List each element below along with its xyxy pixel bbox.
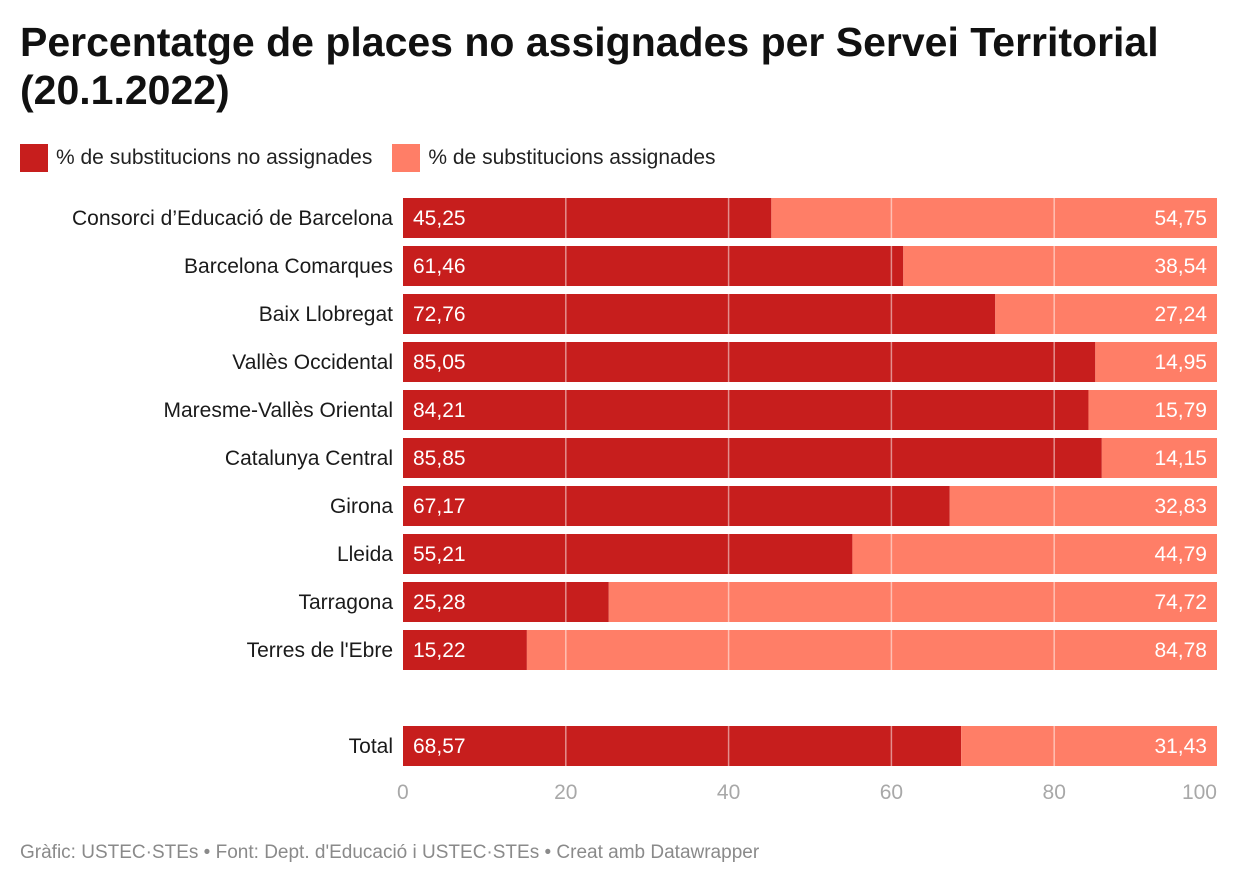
x-tick-label: 80	[1043, 781, 1066, 804]
bar-lleida-no-assignades	[403, 534, 853, 574]
bar-lleida-assignades	[852, 534, 1217, 574]
bar-total-assignades	[961, 726, 1217, 766]
stacked-bar-chart: Consorci d’Educació de Barcelona Barcelon…	[72, 198, 1217, 804]
category-label: Baix Llobregat	[259, 303, 393, 326]
data-label-no-assignades: 85,05	[413, 351, 466, 374]
bar-baix-llobregat-no-assignades	[403, 294, 996, 334]
data-label-assignades: 14,95	[1154, 351, 1207, 374]
data-label-assignades: 32,83	[1154, 495, 1207, 518]
data-label-no-assignades: 85,85	[413, 447, 466, 470]
x-tick-label: 0	[397, 781, 409, 804]
bar-consorci-d-educacio-de-barcelona-assignades	[771, 198, 1217, 238]
data-label-no-assignades: 72,76	[413, 303, 466, 326]
bar-terres-de-l-ebre-assignades	[526, 630, 1217, 670]
data-label-no-assignades: 84,21	[413, 399, 466, 422]
category-label: Tarragona	[298, 591, 393, 614]
legend-item-assignades: % de substitucions assignades	[392, 144, 716, 172]
data-label-assignades: 54,75	[1154, 207, 1207, 230]
data-label-assignades: 74,72	[1154, 591, 1207, 614]
legend-label-no-assignades: % de substitucions no assignades	[56, 146, 373, 169]
data-label-assignades: 84,78	[1154, 639, 1207, 662]
data-label-assignades: 27,24	[1154, 303, 1207, 326]
category-label: Vallès Occidental	[232, 351, 393, 374]
data-label-assignades: 14,15	[1154, 447, 1207, 470]
category-label: Consorci d’Educació de Barcelona	[72, 207, 393, 230]
category-label: Lleida	[337, 543, 393, 566]
x-tick-label: 60	[880, 781, 903, 804]
legend-item-no-assignades: % de substitucions no assignades	[20, 144, 372, 172]
category-label: Maresme-Vallès Oriental	[163, 399, 393, 422]
legend-swatch-no-assignades	[20, 144, 48, 172]
chart-title: Percentatge de places no assignades per …	[20, 19, 1159, 113]
data-label-no-assignades: 15,22	[413, 639, 466, 662]
bar-tarragona-assignades	[608, 582, 1217, 622]
category-label: Barcelona Comarques	[184, 255, 393, 278]
bar-terres-de-l-ebre-no-assignades	[403, 630, 527, 670]
legend-swatch-assignades	[392, 144, 421, 172]
data-label-no-assignades: 55,21	[413, 543, 466, 566]
bar-consorci-d-educacio-de-barcelona-no-assignades	[403, 198, 772, 238]
category-label: Total	[349, 735, 393, 758]
x-tick-label: 20	[554, 781, 577, 804]
data-label-assignades: 38,54	[1154, 255, 1207, 278]
x-tick-label: 40	[717, 781, 740, 804]
data-label-no-assignades: 45,25	[413, 207, 466, 230]
bar-catalunya-central-assignades	[1101, 438, 1217, 478]
bar-baix-llobregat-assignades	[995, 294, 1217, 334]
bar-tarragona-no-assignades	[403, 582, 609, 622]
category-label: Girona	[330, 495, 393, 518]
data-label-no-assignades: 25,28	[413, 591, 466, 614]
data-label-no-assignades: 68,57	[413, 735, 466, 758]
data-label-assignades: 15,79	[1154, 399, 1207, 422]
x-tick-label: 100	[1182, 781, 1217, 804]
bar-girona-no-assignades	[403, 486, 950, 526]
bar-barcelona-comarques-assignades	[903, 246, 1217, 286]
chart-footer: Gràfic: USTEC·STEs • Font: Dept. d'Educa…	[20, 842, 760, 863]
bar-maresme-valles-oriental-no-assignades	[403, 390, 1089, 430]
data-label-assignades: 31,43	[1154, 735, 1207, 758]
bar-valles-occidental-assignades	[1095, 342, 1217, 382]
bar-total-no-assignades	[403, 726, 962, 766]
bar-maresme-valles-oriental-assignades	[1088, 390, 1217, 430]
data-label-no-assignades: 61,46	[413, 255, 466, 278]
bar-valles-occidental-no-assignades	[403, 342, 1096, 382]
category-label: Terres de l'Ebre	[247, 639, 393, 662]
legend: % de substitucions no assignades % de su…	[20, 143, 736, 173]
bar-catalunya-central-no-assignades	[403, 438, 1102, 478]
bar-girona-assignades	[949, 486, 1217, 526]
category-label: Catalunya Central	[225, 447, 393, 470]
legend-label-assignades: % de substitucions assignades	[428, 146, 716, 169]
data-label-no-assignades: 67,17	[413, 495, 466, 518]
bar-barcelona-comarques-no-assignades	[403, 246, 904, 286]
data-label-assignades: 44,79	[1154, 543, 1207, 566]
